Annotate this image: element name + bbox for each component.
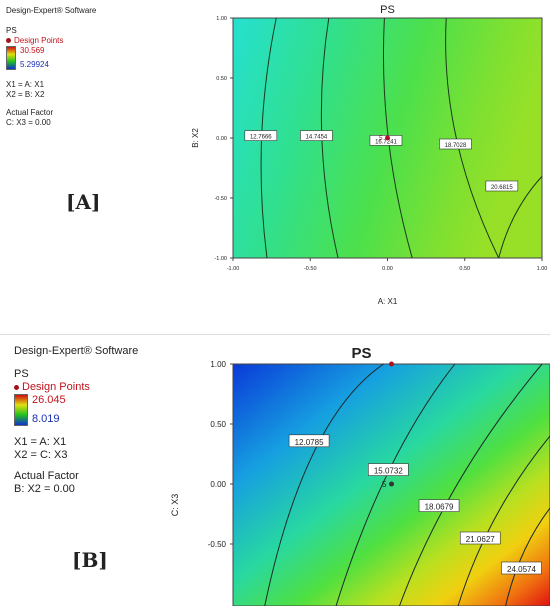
- contour-label-box: [368, 463, 409, 476]
- design-points-legend: Design Points: [14, 381, 138, 394]
- y-tick-label: 0.00: [216, 136, 227, 142]
- contour-label-box: [300, 130, 333, 141]
- y-axis-label: C: X3: [170, 494, 180, 517]
- contour-label-box: [244, 130, 278, 141]
- contour-plot-b: 12.0785 15.0732 18.0679 21.0627 24.0574 5 PS 1.…: [170, 345, 550, 606]
- x1-assignment: X1 = A: X1: [14, 436, 67, 448]
- x2-assignment: X2 = C: X3: [14, 449, 68, 461]
- contour-label: 18.7028: [445, 143, 467, 149]
- contour-label: 16.7241: [375, 139, 397, 145]
- x-tick-label: 0.50: [459, 266, 470, 272]
- design-point: [389, 361, 394, 367]
- design-point-count: 5: [382, 480, 387, 489]
- contour-label-box: [501, 561, 542, 575]
- y-tick-label: 0.00: [210, 480, 226, 489]
- chart-title: PS: [380, 4, 395, 16]
- contour-label: 14.7454: [306, 135, 328, 141]
- contour-label: 12.7666: [250, 135, 272, 141]
- y-tick-label: 1.00: [210, 360, 226, 369]
- contour-label-box: [439, 138, 472, 150]
- contour-label-box: [485, 180, 519, 192]
- y-tick-label: 0.50: [216, 76, 227, 82]
- y-tick-label: -1.00: [214, 256, 227, 262]
- y-tick-label: 1.00: [216, 16, 227, 22]
- legend-b: Design-Expert® Software PS Design Points…: [14, 345, 138, 496]
- design-point-icon: [6, 38, 11, 44]
- y-tick-label: -0.50: [208, 540, 227, 549]
- panel-label-a: [A]: [66, 190, 101, 214]
- y-axis-label: B: X2: [191, 128, 200, 148]
- contour-label: 24.0574: [507, 565, 536, 574]
- contour-plot-a: 12.7666 14.7454 16.7241 18.7028 20.6815 5 PS -1…: [191, 4, 548, 306]
- x-tick-label: 1.00: [537, 266, 548, 272]
- range-low: 8.019: [32, 413, 60, 425]
- response-name: PS: [14, 368, 29, 380]
- contour-label-box: [369, 135, 403, 146]
- contour-label: 12.0785: [295, 438, 324, 447]
- response-name: PS: [6, 26, 17, 35]
- colorbar-icon: [14, 394, 28, 426]
- contour-label: 20.6815: [491, 185, 513, 191]
- legend-a: Design-Expert® Software PS Design Points…: [6, 6, 96, 128]
- y-tick-label: 0.50: [210, 420, 226, 429]
- design-point: [389, 481, 394, 487]
- actual-factor-value: C: X3 = 0.00: [6, 118, 51, 127]
- panel-a: Design-Expert® Software PS Design Points…: [6, 4, 548, 306]
- contour-label: 21.0627: [466, 535, 495, 544]
- contour-label: 15.0732: [374, 467, 403, 476]
- color-scale: 30.569 5.29924: [6, 46, 96, 70]
- actual-factor-title: Actual Factor: [14, 470, 79, 482]
- x2-assignment: X2 = B: X2: [6, 90, 45, 99]
- design-point: [385, 135, 390, 141]
- software-title: Design-Expert® Software: [6, 6, 97, 15]
- x1-assignment: X1 = A: X1: [6, 80, 45, 89]
- contour-label: 18.0679: [425, 503, 454, 512]
- design-points-legend: Design Points: [6, 36, 96, 46]
- x-tick-label: 0.00: [382, 266, 393, 272]
- x-tick-label: -1.00: [227, 266, 240, 272]
- x-axis-label: A: X1: [378, 297, 398, 306]
- range-high: 26.045: [32, 394, 66, 406]
- contour-line: [398, 363, 543, 606]
- panel-label-b: [B]: [72, 548, 108, 572]
- panel-b: Design-Expert® Software PS Design Points…: [0, 334, 550, 606]
- x-tick-label: -0.50: [304, 266, 317, 272]
- contour-line: [505, 507, 550, 606]
- contour-line: [457, 435, 550, 606]
- design-point-icon: [14, 384, 19, 390]
- contour-label-box: [288, 434, 330, 448]
- actual-factor-title: Actual Factor: [6, 108, 54, 117]
- contour-line: [264, 363, 384, 606]
- software-title: Design-Expert® Software: [14, 345, 139, 357]
- y-tick-label: -0.50: [214, 196, 227, 202]
- range-high: 30.569: [20, 46, 45, 55]
- color-scale: 26.045 8.019: [14, 394, 138, 426]
- range-low: 5.29924: [20, 60, 49, 69]
- design-point-count: 5: [379, 136, 383, 142]
- actual-factor-value: B: X2 = 0.00: [14, 483, 75, 495]
- contour-line: [498, 176, 543, 259]
- chart-title: PS: [351, 345, 371, 362]
- contour-label-box: [418, 499, 460, 512]
- colorbar-icon: [6, 46, 16, 70]
- contour-line: [445, 17, 500, 259]
- contour-label-box: [459, 531, 501, 545]
